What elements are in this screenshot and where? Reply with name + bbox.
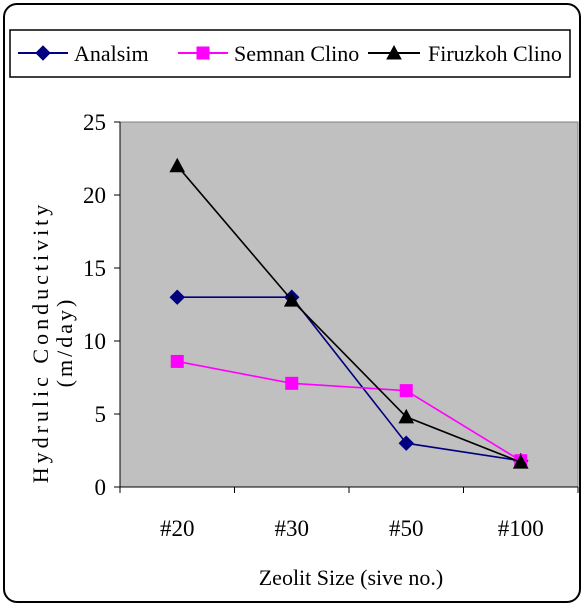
x-tick-label: #50 — [389, 516, 424, 541]
legend-marker — [386, 44, 402, 60]
legend-item: Firuzkoh Clino — [368, 41, 562, 66]
y-tick-label: 25 — [83, 110, 106, 135]
legend-label: Semnan Clino — [234, 41, 359, 66]
plot-area — [119, 121, 579, 488]
y-axis-label-line1: Hydrulic Conductivity — [28, 201, 53, 484]
axes: 0 5 10 15 20 25 #20 #30 #50 #100 — [83, 110, 579, 541]
legend-item: Analsim — [18, 41, 149, 66]
data-point — [283, 292, 300, 307]
legend-marker — [196, 46, 210, 60]
x-tick-label: #20 — [160, 516, 195, 541]
data-point — [398, 435, 414, 451]
series-layer — [169, 157, 529, 469]
y-tick-label: 5 — [95, 402, 107, 427]
legend-label: Analsim — [74, 41, 149, 66]
series-line — [176, 165, 522, 463]
legend-label: Firuzkoh Clino — [428, 41, 562, 66]
x-axis-label: Zeolit Size (sive no.) — [259, 565, 444, 590]
data-point — [399, 384, 413, 398]
data-point — [285, 376, 299, 390]
legend: Analsim Semnan Clino Firuzkoh Clino — [9, 29, 571, 78]
series-line — [177, 296, 521, 462]
y-tick-label: 20 — [83, 183, 106, 208]
series-firuzkoh-clino — [169, 157, 529, 469]
x-tick-label: #30 — [275, 516, 310, 541]
y-tick-label: 0 — [95, 475, 107, 500]
x-tick-label: #100 — [498, 516, 544, 541]
y-axis-label-line2: (m/day) — [52, 297, 77, 388]
data-point — [169, 157, 186, 173]
legend-box — [9, 29, 571, 78]
data-point — [169, 289, 185, 305]
series-line — [177, 360, 522, 462]
y-tick-label: 10 — [83, 329, 106, 354]
data-point — [170, 354, 184, 368]
legend-marker — [35, 45, 51, 61]
data-point — [398, 408, 415, 424]
y-tick-label: 15 — [83, 256, 106, 281]
legend-item: Semnan Clino — [178, 41, 359, 66]
data-point — [512, 454, 529, 469]
